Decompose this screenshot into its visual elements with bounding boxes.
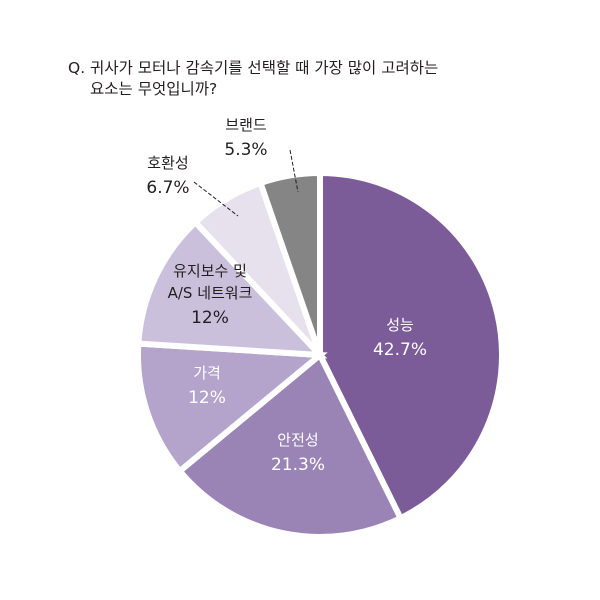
pie-slice-safety: [175, 350, 405, 540]
pie-slice-price: [135, 340, 328, 476]
slice-label-brand: 브랜드: [225, 116, 267, 134]
slice-label-compatibility: 호환성: [147, 154, 188, 172]
pie-slice-maintenance: [135, 218, 328, 359]
slice-value-price: 12%: [188, 388, 226, 408]
slice-value-brand: 5.3%: [224, 140, 267, 160]
pie-slice-brand: [256, 169, 323, 356]
slice-value-performance: 42.7%: [373, 340, 427, 360]
leader-line-compatibility: [193, 181, 239, 217]
pie-slices: [135, 169, 505, 540]
question-line-1: Q. 귀사가 모터나 감속기를 선택할 때 가장 많이 고려하는: [68, 59, 439, 77]
pie-slice-performance: [317, 169, 505, 523]
slice-value-maintenance: 12%: [191, 308, 229, 328]
label-price: 가격 12%: [188, 364, 226, 408]
slice-label-safety: 안전성: [277, 431, 318, 449]
label-compatibility: 호환성 6.7%: [146, 154, 239, 217]
label-performance: 성능 42.7%: [373, 316, 427, 360]
slice-label-maintenance-2: A/S 네트워크: [168, 284, 253, 302]
slice-label-performance: 성능: [386, 316, 414, 334]
slice-label-price: 가격: [193, 364, 221, 382]
slice-value-safety: 21.3%: [271, 455, 325, 475]
pie-labels: 성능 42.7% 안전성 21.3% 가격 12% 유지보수 및 A/S 네트워크 12% 호환성…: [146, 116, 427, 475]
question-line-2: 요소는 무엇입니까?: [90, 80, 218, 98]
slice-label-maintenance-1: 유지보수 및: [173, 262, 247, 280]
question-title: Q. 귀사가 모터나 감속기를 선택할 때 가장 많이 고려하는 요소는 무엇입…: [68, 58, 538, 100]
label-maintenance: 유지보수 및 A/S 네트워크 12%: [168, 262, 253, 328]
label-brand: 브랜드 5.3%: [224, 116, 299, 193]
leader-line-brand: [289, 149, 299, 193]
label-safety: 안전성 21.3%: [271, 431, 325, 475]
slice-value-compatibility: 6.7%: [146, 178, 189, 198]
